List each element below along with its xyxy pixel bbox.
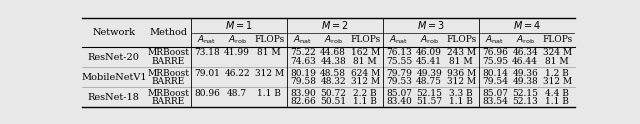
Text: 79.79: 79.79 [386, 68, 412, 78]
Text: 48.58: 48.58 [320, 68, 346, 78]
Text: 44.68: 44.68 [320, 48, 346, 57]
Text: 1.1 B: 1.1 B [353, 97, 377, 106]
Text: 79.53: 79.53 [386, 77, 412, 86]
Text: $A_{\rm nat}$: $A_{\rm nat}$ [294, 34, 312, 46]
Text: 4.4 B: 4.4 B [545, 89, 569, 98]
Text: MRBoost: MRBoost [147, 89, 189, 98]
Text: 82.66: 82.66 [290, 97, 316, 106]
Text: 1.2 B: 1.2 B [545, 68, 569, 78]
Text: $A_{\rm rob}$: $A_{\rm rob}$ [516, 34, 534, 46]
Text: 45.41: 45.41 [416, 57, 442, 66]
Text: $A_{\rm rob}$: $A_{\rm rob}$ [324, 34, 342, 46]
Text: 52.15: 52.15 [416, 89, 442, 98]
Text: 73.18: 73.18 [194, 48, 220, 57]
Text: 50.51: 50.51 [320, 97, 346, 106]
Text: 46.44: 46.44 [512, 57, 538, 66]
Text: 52.15: 52.15 [512, 89, 538, 98]
Text: 312 M: 312 M [447, 77, 476, 86]
Text: $A_{\rm nat}$: $A_{\rm nat}$ [486, 34, 504, 46]
Text: 312 M: 312 M [255, 68, 284, 78]
Text: ResNet-18: ResNet-18 [88, 93, 140, 102]
Text: 312 M: 312 M [351, 77, 380, 86]
Text: 76.96: 76.96 [482, 48, 508, 57]
Text: FLOPs: FLOPs [446, 35, 476, 44]
Text: 79.54: 79.54 [482, 77, 508, 86]
Text: $M = 4$: $M = 4$ [513, 19, 541, 31]
Text: 79.01: 79.01 [194, 68, 220, 78]
Text: $M = 2$: $M = 2$ [321, 19, 349, 31]
Text: BARRE: BARRE [152, 57, 185, 66]
Text: 243 M: 243 M [447, 48, 476, 57]
Text: $M = 1$: $M = 1$ [225, 19, 253, 31]
Text: 81 M: 81 M [545, 57, 569, 66]
Text: 75.55: 75.55 [386, 57, 412, 66]
Text: $A_{\rm rob}$: $A_{\rm rob}$ [420, 34, 438, 46]
Text: Network: Network [92, 28, 135, 37]
Text: 936 M: 936 M [447, 68, 476, 78]
Text: MobileNetV1: MobileNetV1 [81, 73, 147, 82]
Text: 52.13: 52.13 [512, 97, 538, 106]
Text: 324 M: 324 M [543, 48, 572, 57]
Text: 312 M: 312 M [543, 77, 572, 86]
Text: 50.72: 50.72 [320, 89, 346, 98]
Text: BARRE: BARRE [152, 77, 185, 86]
Text: $A_{\rm nat}$: $A_{\rm nat}$ [390, 34, 408, 46]
Text: 46.22: 46.22 [225, 68, 250, 78]
Text: 1.1 B: 1.1 B [545, 97, 569, 106]
Text: $A_{\rm rob}$: $A_{\rm rob}$ [228, 34, 246, 46]
Text: 75.95: 75.95 [482, 57, 508, 66]
Text: 83.40: 83.40 [386, 97, 412, 106]
Text: FLOPs: FLOPs [254, 35, 284, 44]
Text: 46.09: 46.09 [416, 48, 442, 57]
Text: 83.90: 83.90 [290, 89, 316, 98]
Text: 75.22: 75.22 [290, 48, 316, 57]
Text: 3.3 B: 3.3 B [449, 89, 473, 98]
Text: 44.38: 44.38 [320, 57, 346, 66]
Text: 624 M: 624 M [351, 68, 380, 78]
Text: $A_{\rm nat}$: $A_{\rm nat}$ [198, 34, 216, 46]
Text: 81 M: 81 M [257, 48, 281, 57]
Text: FLOPs: FLOPs [542, 35, 572, 44]
Text: 48.32: 48.32 [321, 77, 346, 86]
Text: 81 M: 81 M [353, 57, 377, 66]
Text: Method: Method [149, 28, 187, 37]
Text: 74.63: 74.63 [290, 57, 316, 66]
Text: 79.58: 79.58 [290, 77, 316, 86]
Text: MRBoost: MRBoost [147, 68, 189, 78]
Text: 80.96: 80.96 [194, 89, 220, 98]
Text: 51.57: 51.57 [416, 97, 442, 106]
Text: BARRE: BARRE [152, 97, 185, 106]
Text: 2.2 B: 2.2 B [353, 89, 377, 98]
Text: MRBoost: MRBoost [147, 48, 189, 57]
Text: 49.38: 49.38 [512, 77, 538, 86]
Text: 41.99: 41.99 [224, 48, 250, 57]
Text: 48.75: 48.75 [416, 77, 442, 86]
Text: 1.1 B: 1.1 B [449, 97, 473, 106]
Text: 162 M: 162 M [351, 48, 380, 57]
Text: 85.07: 85.07 [386, 89, 412, 98]
Text: FLOPs: FLOPs [350, 35, 380, 44]
Text: 46.34: 46.34 [512, 48, 538, 57]
Text: $M = 3$: $M = 3$ [417, 19, 445, 31]
Text: 83.54: 83.54 [482, 97, 508, 106]
Text: ResNet-20: ResNet-20 [88, 53, 140, 62]
Text: 81 M: 81 M [449, 57, 473, 66]
Text: 1.1 B: 1.1 B [257, 89, 281, 98]
Text: 76.13: 76.13 [386, 48, 412, 57]
Text: 80.19: 80.19 [290, 68, 316, 78]
Text: 85.07: 85.07 [482, 89, 508, 98]
Text: 49.36: 49.36 [512, 68, 538, 78]
Text: 48.7: 48.7 [227, 89, 247, 98]
Text: 80.14: 80.14 [482, 68, 508, 78]
Text: 49.39: 49.39 [416, 68, 442, 78]
